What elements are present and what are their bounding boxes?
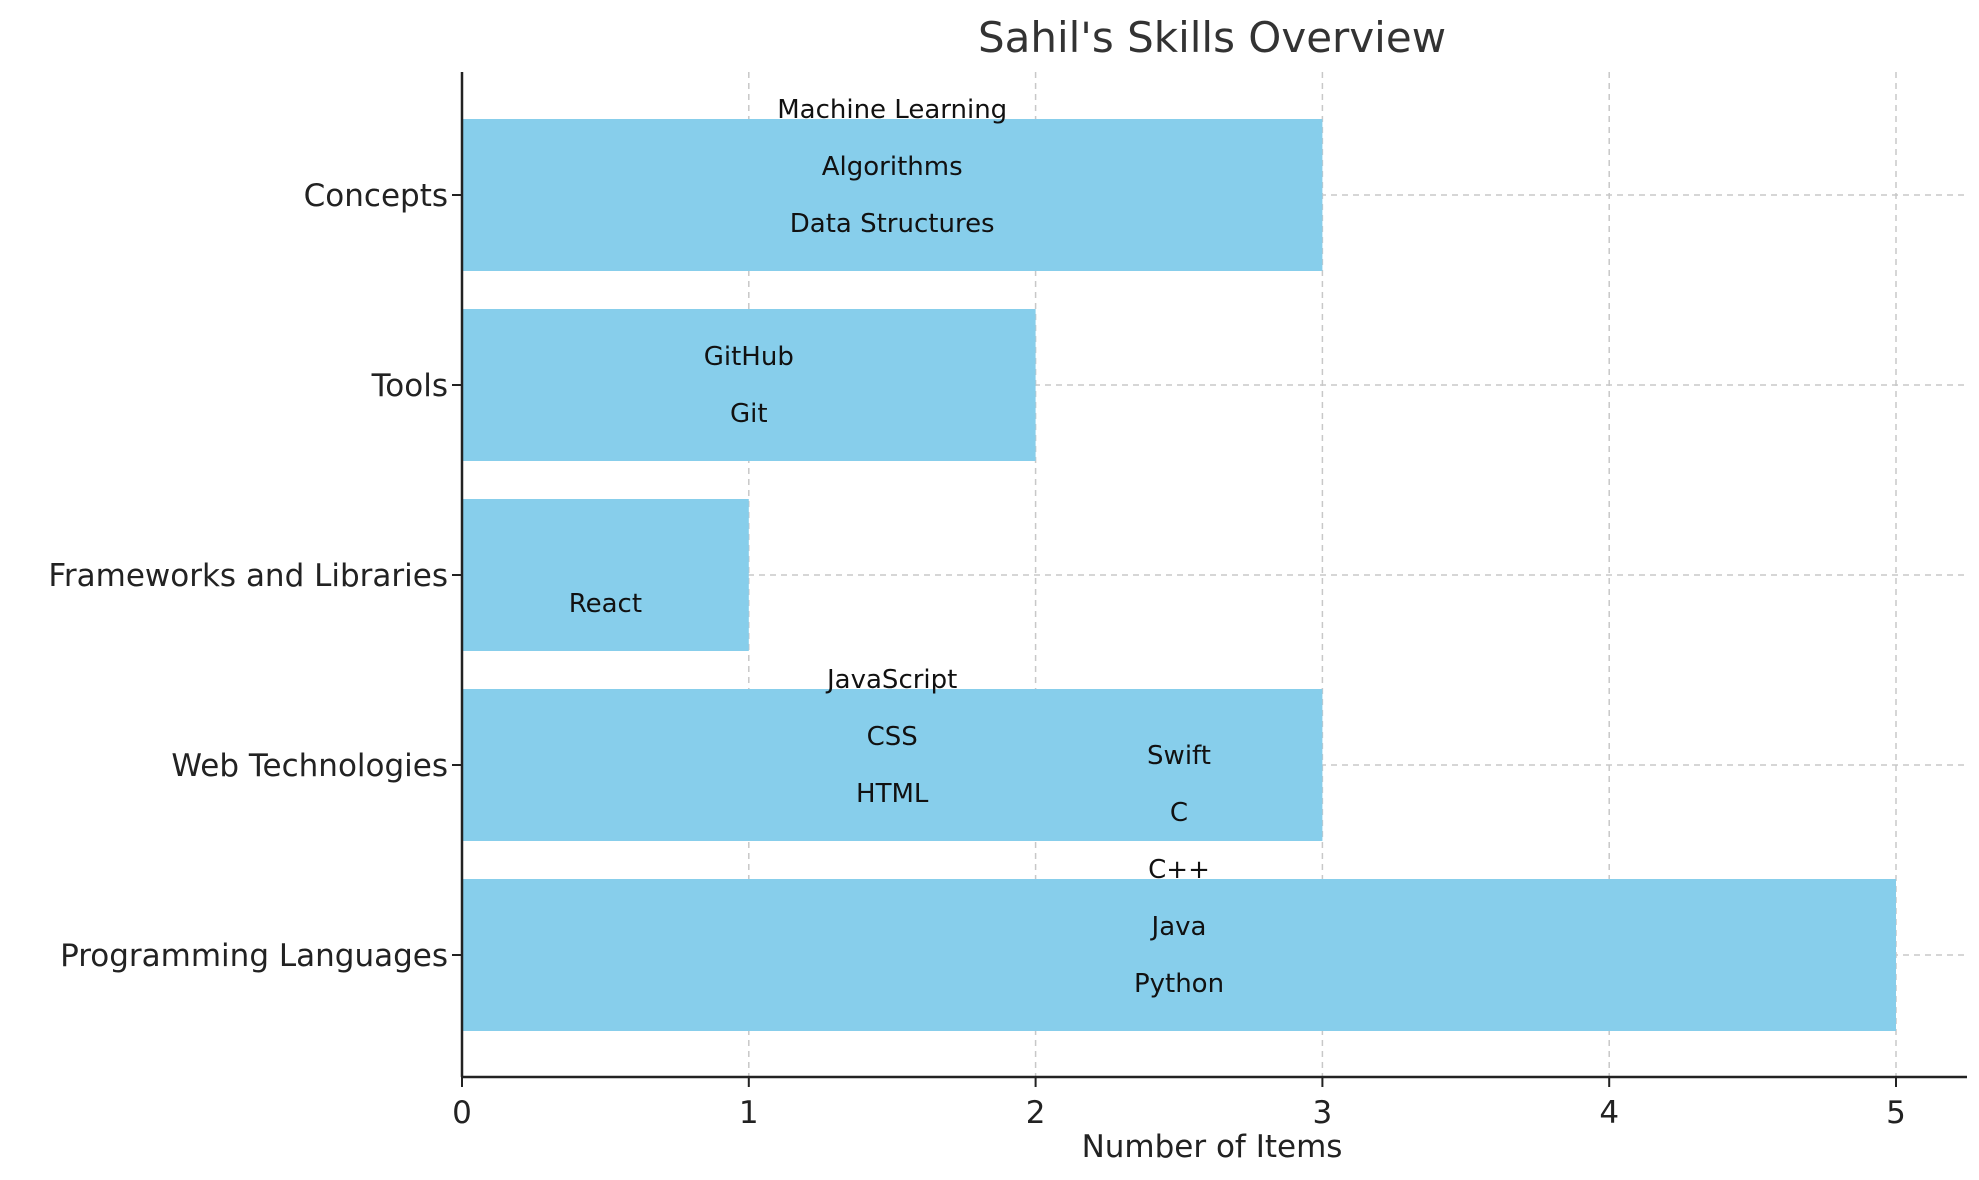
- bar-item-label: Java: [1150, 912, 1207, 942]
- y-tick-label: Concepts: [304, 178, 448, 214]
- bar: [462, 499, 749, 651]
- x-tick-label: 1: [739, 1095, 759, 1131]
- x-tick-label: 4: [1599, 1095, 1619, 1131]
- y-tick-label: Tools: [371, 368, 448, 404]
- x-tick-label: 2: [1026, 1095, 1046, 1131]
- x-axis-label: Number of Items: [1082, 1129, 1343, 1165]
- bar-item-label: React: [569, 589, 642, 619]
- bar: [462, 119, 1323, 271]
- bar-item-label: C++: [1148, 855, 1210, 885]
- bar: [462, 689, 1323, 841]
- chart-title: Sahil's Skills Overview: [978, 13, 1446, 62]
- x-tick-label: 3: [1313, 1095, 1333, 1131]
- bar-item-label: Data Structures: [790, 209, 995, 239]
- bar: [462, 879, 1896, 1031]
- bar-item-label: C: [1170, 798, 1188, 828]
- bar-item-label: HTML: [856, 779, 929, 809]
- bar-item-label: Machine Learning: [777, 95, 1007, 125]
- bar-item-label: Python: [1134, 969, 1224, 999]
- bar: [462, 309, 1036, 461]
- x-tick-label: 5: [1886, 1095, 1906, 1131]
- bar-item-label: Git: [730, 399, 768, 429]
- bar-item-label: GitHub: [704, 342, 794, 372]
- y-tick-label: Frameworks and Libraries: [48, 558, 448, 594]
- y-tick-label: Web Technologies: [171, 748, 448, 784]
- bar-item-label: CSS: [867, 722, 918, 752]
- bar-item-label: Algorithms: [822, 152, 963, 182]
- bar-layer: [462, 119, 1896, 1031]
- item-label-layer: Python Java C++ C Swift HTML CSS JavaScript Reac…: [569, 95, 1224, 999]
- x-tick-label: 0: [452, 1095, 472, 1131]
- axis-layer: 0 1 2 3 4 5 Programming Languages Web Technolog…: [48, 72, 1967, 1131]
- bar-item-label: Swift: [1147, 741, 1211, 771]
- bar-item-label: JavaScript: [825, 665, 957, 695]
- y-tick-label: Programming Languages: [60, 938, 448, 974]
